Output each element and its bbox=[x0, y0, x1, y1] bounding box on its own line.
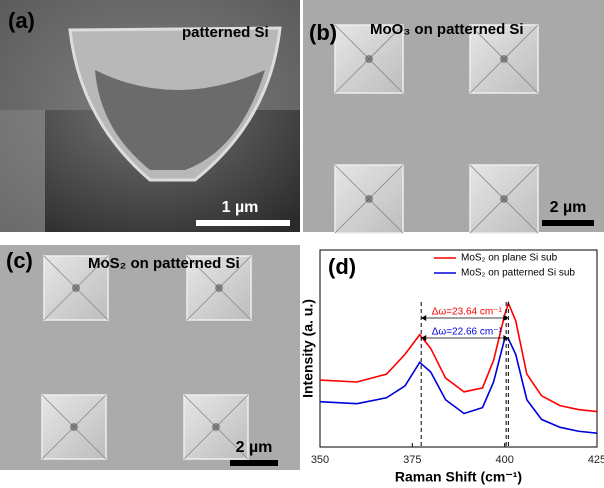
annotation: Δω=22.66 cm⁻¹ bbox=[432, 327, 503, 338]
x-tick-label: 400 bbox=[495, 454, 513, 466]
pyramid-apex bbox=[70, 423, 78, 431]
scale-bar bbox=[196, 220, 290, 226]
scale-bar-label: 2 µm bbox=[550, 199, 587, 216]
pyramid-apex bbox=[365, 55, 373, 63]
panel-label: (b) bbox=[309, 20, 337, 45]
legend-label: MoS₂ on plane Si sub bbox=[461, 253, 558, 264]
annotation: Δω=23.64 cm⁻¹ bbox=[432, 307, 503, 318]
pyramid-apex bbox=[365, 195, 373, 203]
x-tick-label: 375 bbox=[403, 454, 421, 466]
plot-frame bbox=[320, 250, 597, 447]
pyramid-apex bbox=[72, 284, 80, 292]
pyramid-apex bbox=[212, 423, 220, 431]
series-line bbox=[320, 303, 597, 411]
panel-a: (a) patterned Si 1 µm bbox=[0, 0, 300, 232]
x-tick-label: 350 bbox=[311, 454, 329, 466]
x-axis-label: Raman Shift (cm⁻¹) bbox=[395, 469, 522, 485]
pyramid-apex bbox=[500, 195, 508, 203]
y-axis-label: Intensity (a. u.) bbox=[300, 299, 316, 398]
caption: MoS₂ on patterned Si bbox=[88, 255, 240, 272]
scale-bar bbox=[230, 460, 278, 466]
scale-bar-label: 1 µm bbox=[222, 199, 259, 216]
x-tick-label: 425 bbox=[588, 454, 604, 466]
panel-d: (d) 350 375 400 425 Raman Shift (cm⁻¹) Intens… bbox=[300, 250, 604, 485]
caption: MoO₃ on patterned Si bbox=[370, 21, 524, 38]
figure: (a) patterned Si 1 µm (b) MoO₃ on patter… bbox=[0, 0, 604, 488]
panel-label: (c) bbox=[6, 248, 33, 273]
panel-c: (c) MoS₂ on patterned Si 2 µm bbox=[0, 245, 300, 470]
panel-b: (b) MoO₃ on patterned Si 2 µm bbox=[303, 0, 604, 233]
edge bbox=[0, 110, 45, 232]
scale-bar bbox=[542, 220, 594, 226]
panel-label: (d) bbox=[328, 254, 356, 279]
pyramid-apex bbox=[215, 284, 223, 292]
scale-bar-label: 2 µm bbox=[236, 439, 273, 456]
caption: patterned Si bbox=[182, 24, 269, 41]
legend-label: MoS₂ on patterned Si sub bbox=[461, 268, 575, 279]
pyramid-apex bbox=[500, 55, 508, 63]
panel-label: (a) bbox=[8, 8, 35, 33]
series-line bbox=[320, 339, 597, 434]
